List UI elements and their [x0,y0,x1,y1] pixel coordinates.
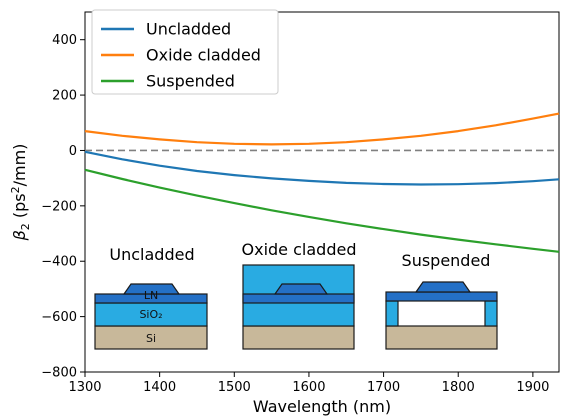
series-line-uncladded [84,150,560,186]
layer-ln-ridge [122,283,181,295]
y-tick-label: −800 [41,366,77,381]
axis-ticks: 1300 1400 1500 1600 1700 1800 1900 −800 −600 −400… [41,33,549,395]
layer-label-si: Si [146,332,156,345]
x-tick-label: 1900 [516,380,549,395]
inset-title-cladded: Oxide cladded [242,240,357,259]
legend-items: Uncladded Oxide cladded Suspended [101,20,261,91]
layer-label-oxide: SiO₂ [139,308,162,321]
layer-ln-slab [242,293,355,304]
y-tick-label: −200 [41,199,77,214]
layer-label-ln: LN [144,289,158,302]
legend-label-uncladded: Uncladded [146,20,231,39]
x-tick-label: 1400 [143,380,176,395]
x-tick-label: 1500 [218,380,251,395]
layer-si [242,325,355,350]
x-tick-label: 1700 [367,380,400,395]
inset-oxide-cladded: Oxide cladded [242,240,357,350]
x-axis-label: Wavelength (nm) [253,397,391,416]
x-tick-label: 1800 [442,380,475,395]
legend-label-oxide-cladded: Oxide cladded [146,46,261,65]
y-tick-label: −400 [41,255,77,270]
y-tick-label: 200 [52,89,77,104]
series-lines [84,112,560,253]
legend: Uncladded Oxide cladded Suspended [91,9,279,95]
series-line-suspended [84,168,560,253]
legend-box [91,9,279,95]
inset-suspended: Suspended [385,251,498,350]
y-tick-label: 400 [52,33,77,48]
layer-si [385,325,498,350]
y-tick-label: −600 [41,310,77,325]
layer-ln-ridge [414,281,472,293]
y-axis-label: β2 (ps2/mm) [9,144,32,242]
x-tick-label: 1300 [68,380,101,395]
x-tick-label: 1600 [292,380,325,395]
pillar-left [385,300,399,327]
pillar-right [484,300,498,327]
series-line-oxide-cladded [84,112,560,146]
y-tick-label: 0 [69,144,77,159]
inset-title-suspended: Suspended [402,251,491,270]
inset-title-uncladded: Uncladded [109,245,194,264]
inset-uncladded: Uncladded LN SiO₂ Si [94,245,208,350]
layer-ln-slab [385,291,498,302]
layer-ln-ridge [273,283,329,295]
legend-label-suspended: Suspended [146,72,235,91]
